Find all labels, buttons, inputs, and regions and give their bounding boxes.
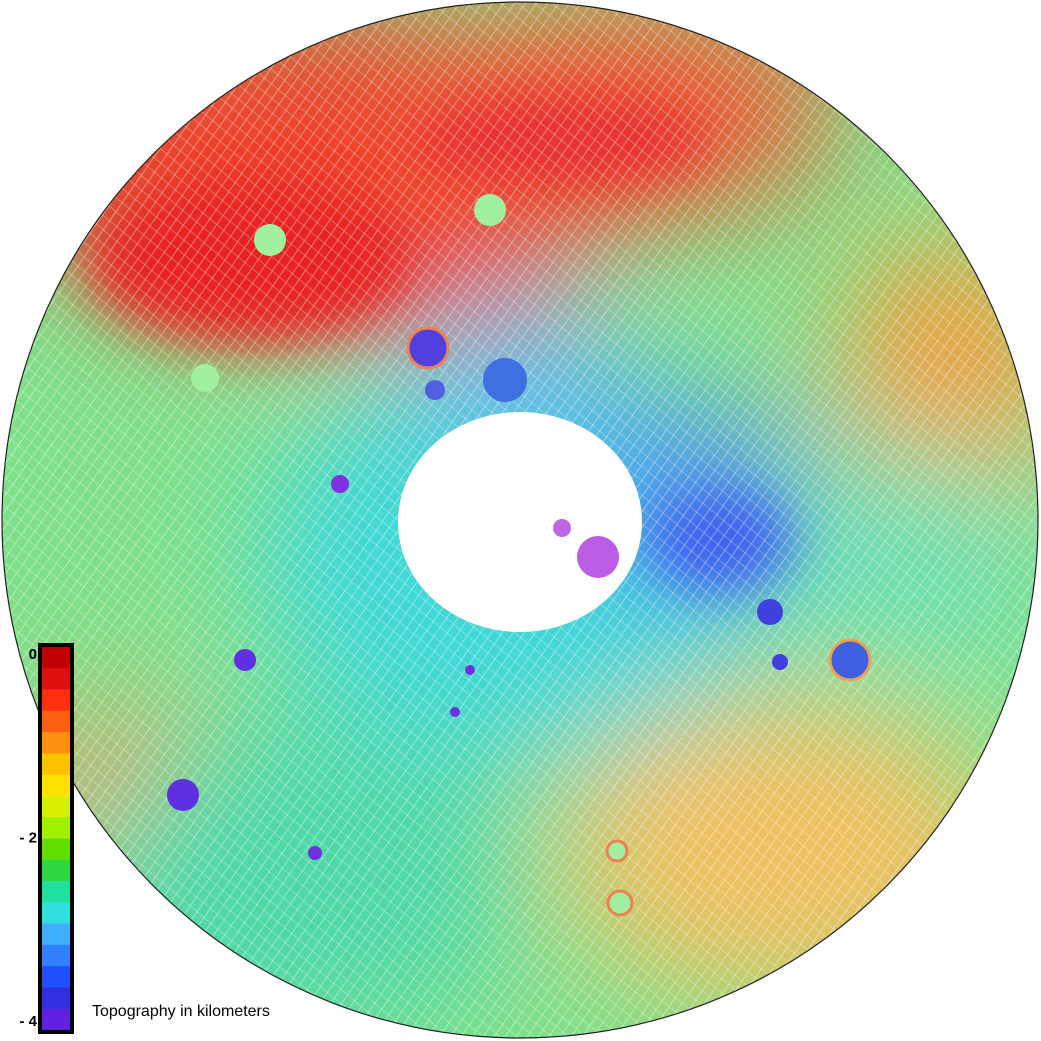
craters	[167, 194, 872, 917]
colorbar-band	[42, 1008, 70, 1031]
colorbar-band	[42, 987, 70, 1010]
colorbar-band	[42, 689, 70, 712]
colorbar-band	[42, 753, 70, 776]
colorbar-band	[42, 944, 70, 967]
colorbar-tick-label: - 4	[19, 1013, 37, 1030]
colorbar-band	[42, 902, 70, 925]
colorbar-frame	[38, 643, 74, 1034]
colorbar-band	[42, 668, 70, 691]
colorbar-band	[42, 859, 70, 882]
colorbar-band	[42, 881, 70, 903]
colorbar-band	[42, 923, 70, 946]
colorbar-band	[42, 966, 70, 988]
colorbar-band	[42, 795, 70, 818]
colorbar-band	[42, 817, 70, 839]
colorbar-band	[42, 774, 70, 797]
colorbar-band	[42, 647, 70, 669]
colorbar-band	[42, 710, 70, 733]
caption: Topography in kilometers	[92, 1003, 270, 1020]
colorbar-tick-label: - 2	[19, 829, 37, 846]
colorbar-tick-label: 0	[29, 646, 37, 663]
colorbar: 0 - 2 - 4	[19, 646, 70, 1031]
data-gap	[398, 412, 642, 632]
colorbar-band	[42, 732, 70, 754]
colorbar-band	[42, 838, 70, 861]
